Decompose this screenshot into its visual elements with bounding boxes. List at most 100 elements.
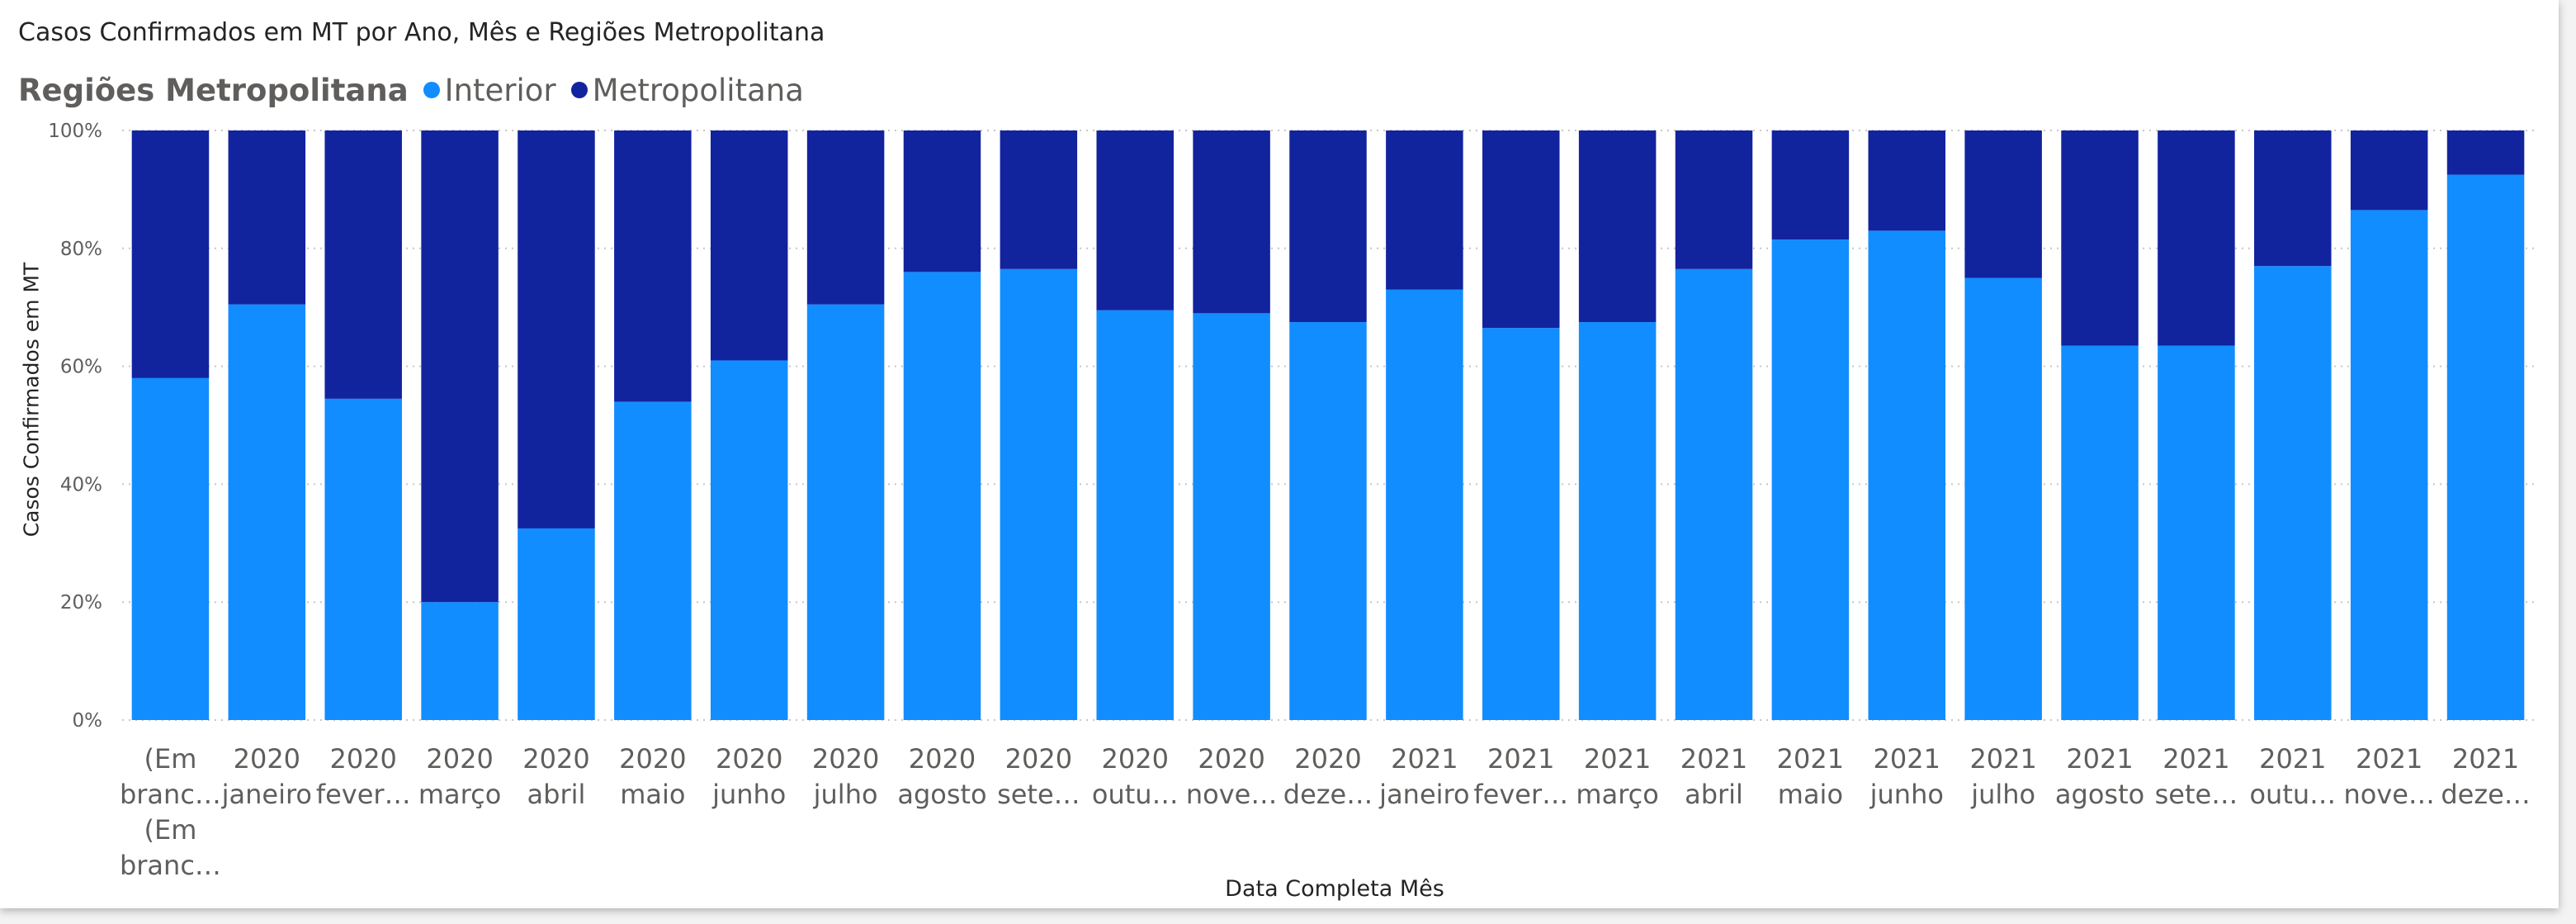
x-tick-label: 2021: [2259, 743, 2326, 775]
bar-interior[interactable]: [1000, 268, 1078, 720]
bar-metropolitana[interactable]: [806, 130, 885, 305]
x-tick-label: março: [1576, 779, 1658, 810]
bar-metropolitana[interactable]: [1964, 130, 2042, 278]
x-tick-label: 2020: [329, 743, 396, 775]
x-tick-label: nove…: [2343, 779, 2434, 810]
bar-metropolitana[interactable]: [1482, 130, 1560, 329]
bar-metropolitana[interactable]: [228, 130, 306, 305]
bar-metropolitana[interactable]: [903, 130, 981, 272]
bar-interior[interactable]: [421, 602, 499, 720]
bar-interior[interactable]: [903, 272, 981, 720]
bar-metropolitana[interactable]: [1386, 130, 1463, 290]
bar-metropolitana[interactable]: [2254, 130, 2332, 267]
bar-metropolitana[interactable]: [1578, 130, 1657, 323]
bar-interior[interactable]: [2254, 266, 2332, 721]
y-tick-label: 0%: [73, 710, 103, 732]
x-tick-label: 2020: [619, 743, 686, 775]
y-tick-label: 100%: [48, 121, 102, 142]
legend-label-metropolitana: Metropolitana: [592, 72, 804, 108]
bar-interior[interactable]: [1771, 239, 1850, 721]
x-tick-label: junho: [1869, 779, 1944, 810]
bar-interior[interactable]: [1482, 328, 1560, 720]
x-tick-label: 2020: [1198, 743, 1264, 775]
bar-metropolitana[interactable]: [1771, 130, 1850, 240]
x-tick-label: deze…: [1283, 779, 1373, 810]
bar-interior[interactable]: [2350, 210, 2428, 720]
x-tick-label: maio: [620, 779, 685, 810]
bar-interior[interactable]: [614, 401, 692, 720]
x-tick-label: fever…: [316, 779, 411, 810]
bar-metropolitana[interactable]: [1868, 130, 1946, 231]
bar-interior[interactable]: [1386, 289, 1463, 720]
bar-interior[interactable]: [1096, 310, 1174, 720]
x-tick-label: outu…: [2249, 779, 2336, 810]
y-tick-label: 40%: [60, 474, 102, 495]
x-tick-label: 2021: [2066, 743, 2133, 775]
bar-metropolitana[interactable]: [1675, 130, 1753, 269]
x-tick-label: 2021: [2452, 743, 2519, 775]
x-tick-label: 2020: [909, 743, 976, 775]
chart-plot: 0% 20% 40% 60% 80% 100% (Em branc… (Em branc… 2020…: [48, 121, 2534, 881]
x-tick-label: 2020: [1294, 743, 1361, 775]
x-tick-label: julho: [1970, 779, 2035, 810]
bar-interior[interactable]: [1578, 322, 1657, 720]
x-tick-label: junho: [711, 779, 786, 810]
x-tick-label: abril: [1685, 779, 1743, 810]
bar-metropolitana[interactable]: [2350, 130, 2428, 211]
bar-metropolitana[interactable]: [421, 130, 499, 603]
x-tick-label: abril: [527, 779, 586, 810]
bar-interior[interactable]: [131, 377, 210, 720]
bar-metropolitana[interactable]: [1000, 130, 1078, 269]
y-tick-label: 20%: [60, 592, 102, 614]
bar-interior[interactable]: [518, 528, 595, 720]
bar-interior[interactable]: [1868, 230, 1946, 720]
bar-interior[interactable]: [324, 398, 402, 720]
y-axis-title: Casos Confirmados em MT: [19, 262, 44, 538]
x-tick-label: janeiro: [1378, 779, 1469, 810]
x-tick-label: 2021: [1487, 743, 1554, 775]
x-tick-label: 2021: [1584, 743, 1651, 775]
bar-metropolitana[interactable]: [324, 130, 402, 399]
legend-item-metropolitana[interactable]: Metropolitana: [570, 72, 804, 108]
x-tick-label: (Em: [144, 743, 197, 775]
bar-metropolitana[interactable]: [2446, 130, 2525, 175]
bar-metropolitana[interactable]: [710, 130, 788, 361]
y-tick-label: 80%: [60, 239, 102, 260]
x-tick-label: 2020: [234, 743, 300, 775]
chart-title: Casos Confirmados em MT por Ano, Mês e R…: [18, 18, 825, 47]
x-tick-label: 2021: [1680, 743, 1747, 775]
x-tick-label: 2020: [1005, 743, 1072, 775]
x-tick-label: 2020: [812, 743, 879, 775]
x-tick-label: 2021: [2162, 743, 2229, 775]
bar-metropolitana[interactable]: [1096, 130, 1174, 310]
x-tick-label: julho: [813, 779, 878, 810]
legend-item-interior[interactable]: Interior: [423, 73, 556, 108]
bar-interior[interactable]: [1675, 268, 1753, 720]
bar-interior[interactable]: [1964, 277, 2042, 721]
bar-interior[interactable]: [1289, 322, 1367, 720]
bar-interior[interactable]: [2446, 174, 2525, 721]
x-tick-label: 2021: [1874, 743, 1940, 775]
bar-metropolitana[interactable]: [518, 130, 595, 528]
bar-metropolitana[interactable]: [131, 130, 210, 378]
bar-metropolitana[interactable]: [1193, 130, 1270, 314]
bar-interior[interactable]: [2158, 345, 2235, 720]
bar-interior[interactable]: [710, 360, 788, 720]
x-tick-label: 2021: [1969, 743, 2036, 775]
x-tick-label: 2021: [1391, 743, 1458, 775]
y-tick-label: 60%: [60, 357, 102, 378]
x-tick-label: 2021: [2356, 743, 2422, 775]
x-tick-label: branc…: [120, 779, 221, 810]
x-tick-label: 2021: [1777, 743, 1844, 775]
bar-metropolitana[interactable]: [614, 130, 692, 402]
bar-interior[interactable]: [806, 304, 885, 720]
chart-card: Casos Confirmados em MT por Ano, Mês e R…: [0, 0, 2559, 908]
bar-interior[interactable]: [1193, 313, 1270, 720]
bar-interior[interactable]: [2061, 345, 2139, 720]
bar-interior[interactable]: [228, 304, 306, 720]
x-tick-label: sete…: [997, 779, 1080, 810]
bar-metropolitana[interactable]: [1289, 130, 1367, 323]
bar-metropolitana[interactable]: [2061, 130, 2139, 346]
legend: Regiões Metropolitana Interior Metropoli…: [18, 69, 819, 111]
bar-metropolitana[interactable]: [2158, 130, 2235, 346]
